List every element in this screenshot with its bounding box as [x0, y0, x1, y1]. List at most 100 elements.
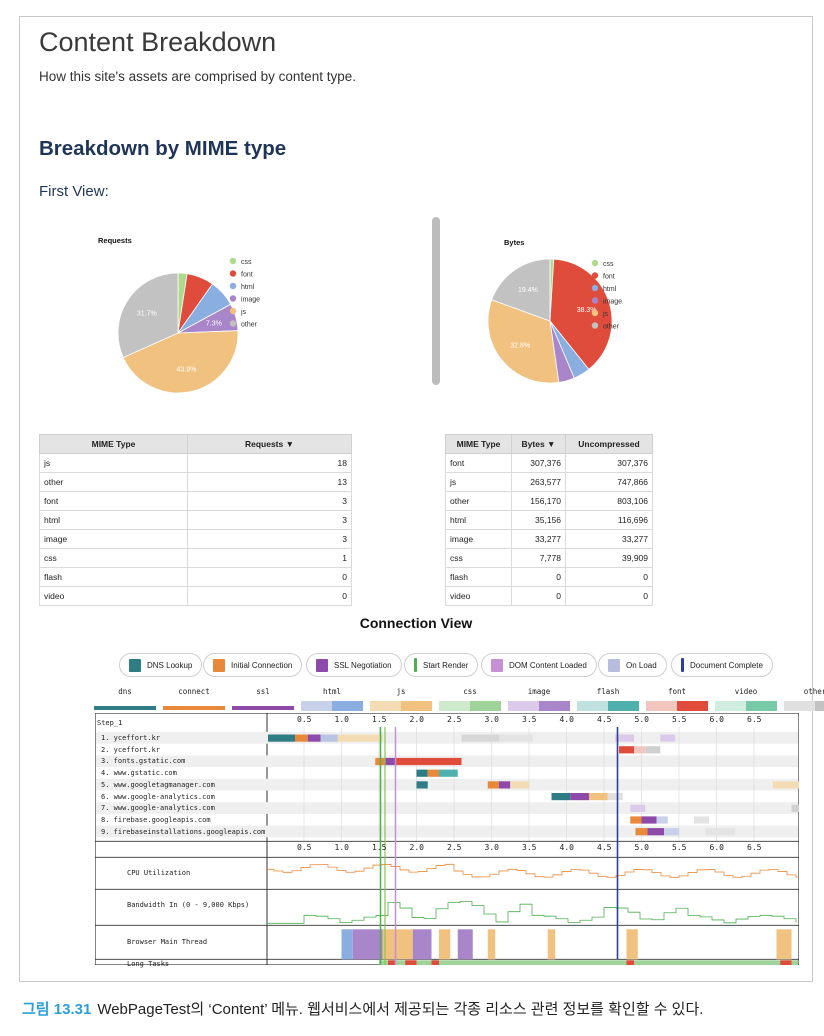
time-tick-label: 5.5 [672, 715, 687, 724]
column-header-uncompressed[interactable]: Uncompressed [565, 434, 653, 454]
main-thread-block [457, 929, 473, 960]
time-tick-label: 4.0 [559, 843, 574, 853]
category-label-dns: dns [118, 687, 132, 696]
legend-label: Document Complete [690, 660, 763, 670]
time-tick-label: 2.0 [409, 843, 424, 853]
long-task-block [405, 960, 417, 965]
request-bar[interactable] [337, 734, 383, 742]
connection-label: 3. fonts.gstatic.com [101, 757, 186, 766]
value-cell: 0 [187, 567, 352, 587]
pie-slice-label: 38.3% [577, 307, 597, 314]
request-bar[interactable] [705, 828, 736, 836]
connection-label: 5. www.googletagmanager.com [101, 780, 215, 789]
time-tick-label: 0.5 [297, 843, 312, 853]
legend-entry-other: other [603, 323, 620, 330]
legend-entry-html: html [241, 284, 255, 291]
request-bar[interactable] [772, 781, 799, 789]
request-bar[interactable] [510, 781, 529, 789]
step-label: Step_1 [97, 719, 123, 727]
mime-type-cell: flash [445, 567, 512, 587]
document-complete-swatch-icon [681, 658, 684, 672]
metric-label: Browser Main Thread [127, 938, 208, 947]
request-bar[interactable] [499, 734, 533, 742]
pie-slice-other [117, 272, 179, 359]
column-header-bytes[interactable]: Bytes ▼ [511, 434, 566, 454]
request-bar[interactable] [307, 734, 321, 742]
legend-entry-image: image [603, 298, 622, 305]
request-bar[interactable] [615, 734, 634, 742]
request-bar[interactable] [647, 828, 665, 836]
request-bar[interactable] [664, 828, 679, 836]
legend-dot-icon [229, 257, 237, 265]
table-row: image 33,277 33,277 [445, 529, 653, 549]
mime-type-cell: html [39, 510, 188, 530]
request-bar[interactable] [634, 746, 646, 754]
section-title: Breakdown by MIME type [39, 137, 287, 160]
request-bar[interactable] [395, 757, 462, 766]
value-cell: 116,696 [565, 510, 653, 530]
pie-slice-other [491, 258, 551, 322]
request-bar[interactable] [320, 734, 338, 742]
category-swatch-js [370, 701, 432, 711]
legend-dot-icon [591, 309, 599, 317]
value-cell: 0 [565, 567, 653, 587]
value-cell: 13 [187, 472, 352, 492]
long-tasks-idle [379, 960, 798, 965]
request-bar[interactable] [589, 793, 608, 801]
column-header-mime-type[interactable]: MIME Type [39, 434, 188, 454]
request-bar[interactable] [645, 746, 661, 754]
legend-dot-icon [591, 272, 599, 279]
time-tick-label: 2.0 [409, 715, 424, 724]
request-bar[interactable] [630, 816, 642, 824]
legend-label: DOM Content Loaded [509, 660, 587, 670]
value-cell: 18 [187, 453, 352, 473]
on-load-swatch-icon [608, 658, 620, 672]
mime-type-cell: video [445, 586, 512, 606]
first-view-label: First View: [39, 183, 109, 200]
request-bar[interactable] [551, 793, 571, 801]
request-bar[interactable] [570, 793, 589, 801]
panel-scrollbar[interactable] [432, 217, 440, 385]
request-bar[interactable] [295, 734, 308, 742]
metric-label: Long Tasks [127, 960, 170, 969]
time-tick-label: 6.5 [747, 715, 762, 724]
request-bar[interactable] [641, 816, 657, 824]
legend-dot-icon [229, 270, 237, 277]
request-bar[interactable] [416, 769, 428, 777]
pie-title: Requests [98, 236, 132, 245]
request-bar[interactable] [385, 757, 396, 766]
request-bar[interactable] [268, 734, 295, 742]
requests-pie-chart: Requests 7.3% 43.9% 31.7% css font html image js… [98, 236, 260, 393]
caption-text: WebPageTest의 ‘Content’ 메뉴. 웹서비스에서 제공되는 각… [97, 1001, 704, 1018]
table-row: html 3 [39, 510, 352, 530]
pie-slice-label: 19.4% [518, 287, 538, 294]
request-bar[interactable] [607, 793, 623, 801]
request-bar[interactable] [427, 769, 439, 777]
request-bar[interactable] [635, 828, 648, 836]
main-thread-block [776, 929, 792, 960]
legend-label: Initial Connection [231, 660, 293, 670]
request-bar[interactable] [660, 734, 676, 742]
column-header-requests[interactable]: Requests ▼ [187, 434, 352, 454]
request-bar[interactable] [694, 816, 709, 824]
legend-entry-css: css [241, 259, 252, 266]
connection-label: 9. firebaseinstallations.googleapis.com [101, 827, 266, 836]
connection-label: 4. www.gstatic.com [101, 769, 177, 778]
request-bar[interactable] [499, 781, 511, 789]
request-bar[interactable] [656, 816, 668, 824]
value-cell: 0 [511, 567, 566, 587]
request-bar[interactable] [791, 804, 800, 812]
main-thread-block [547, 929, 556, 960]
request-bar[interactable] [416, 781, 428, 789]
request-bar[interactable] [619, 746, 634, 754]
mime-type-cell: js [39, 453, 188, 473]
request-bar[interactable] [630, 804, 646, 812]
time-tick-label: 1.0 [334, 843, 349, 853]
legend-start-render: Start Render [404, 653, 479, 677]
request-bar[interactable] [461, 734, 500, 742]
request-bar[interactable] [439, 769, 458, 777]
value-cell: 33,277 [565, 529, 653, 549]
request-bar[interactable] [487, 781, 499, 789]
column-header-mime-type[interactable]: MIME Type [445, 434, 512, 454]
value-cell: 39,909 [565, 548, 653, 568]
